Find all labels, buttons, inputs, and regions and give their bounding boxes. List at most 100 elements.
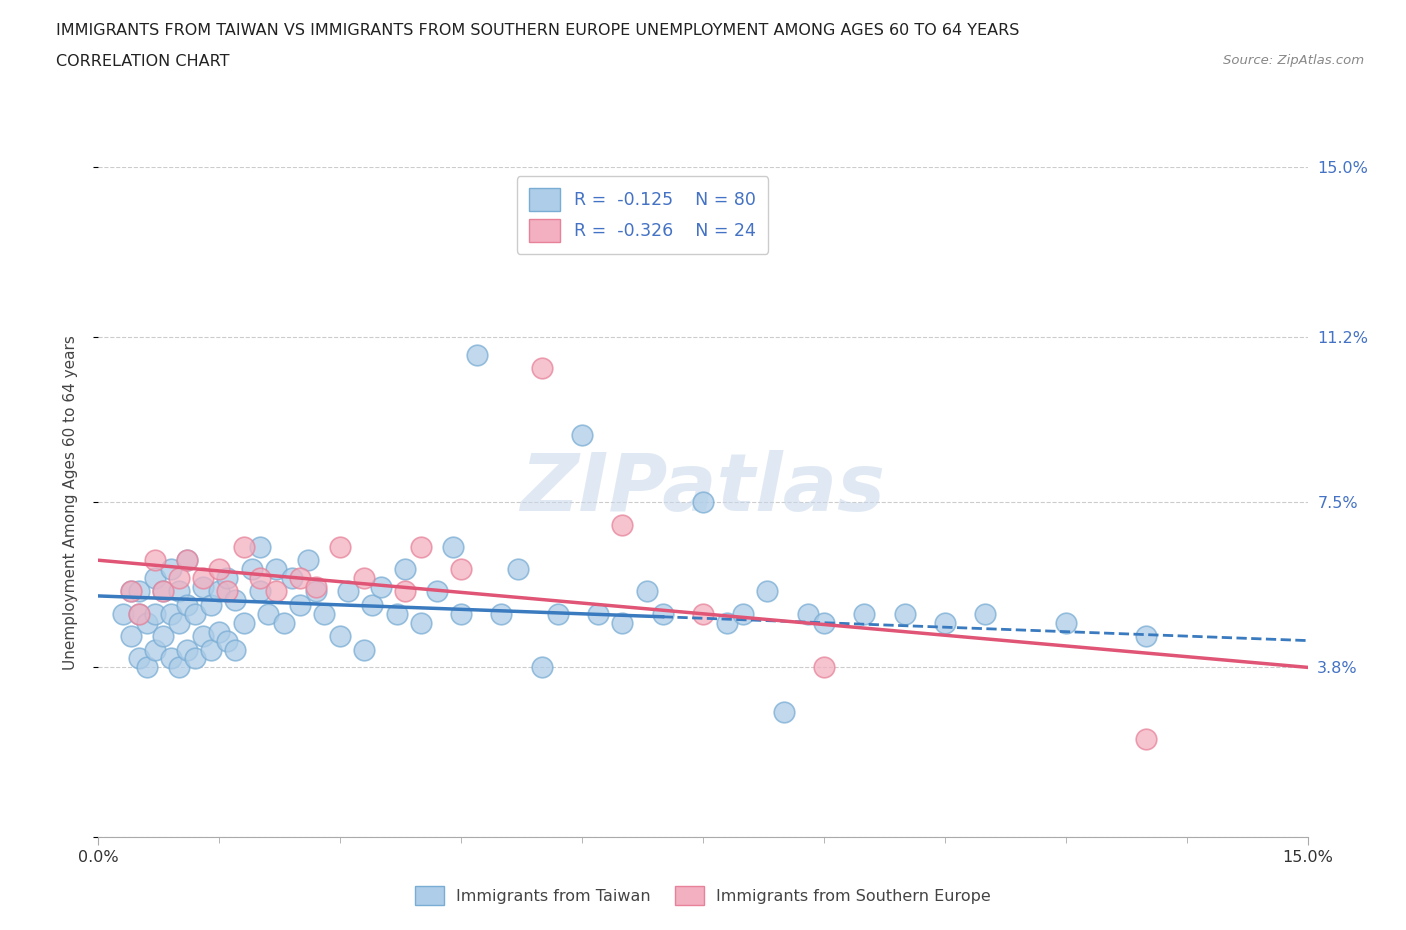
Point — [143, 606, 166, 621]
Point — [200, 642, 222, 657]
Point — [409, 616, 432, 631]
Point — [385, 606, 408, 621]
Legend: R =  -0.125    N = 80, R =  -0.326    N = 24: R = -0.125 N = 80, R = -0.326 N = 24 — [517, 176, 768, 254]
Point — [224, 642, 246, 657]
Point — [772, 705, 794, 720]
Point — [193, 579, 215, 594]
Point — [273, 616, 295, 631]
Point — [450, 606, 472, 621]
Point — [370, 579, 392, 594]
Point — [167, 584, 190, 599]
Point — [612, 517, 634, 532]
Text: IMMIGRANTS FROM TAIWAN VS IMMIGRANTS FROM SOUTHERN EUROPE UNEMPLOYMENT AMONG AGE: IMMIGRANTS FROM TAIWAN VS IMMIGRANTS FRO… — [56, 23, 1019, 38]
Point — [692, 606, 714, 621]
Point — [240, 562, 263, 577]
Point — [934, 616, 956, 631]
Point — [135, 616, 157, 631]
Point — [314, 606, 336, 621]
Point — [547, 606, 569, 621]
Point — [128, 606, 150, 621]
Point — [135, 660, 157, 675]
Point — [249, 584, 271, 599]
Point — [426, 584, 449, 599]
Point — [353, 642, 375, 657]
Text: ZIPatlas: ZIPatlas — [520, 450, 886, 528]
Point — [176, 552, 198, 567]
Point — [120, 584, 142, 599]
Point — [853, 606, 876, 621]
Point — [176, 552, 198, 567]
Point — [128, 584, 150, 599]
Y-axis label: Unemployment Among Ages 60 to 64 years: Unemployment Among Ages 60 to 64 years — [63, 335, 77, 670]
Point — [152, 584, 174, 599]
Point — [409, 539, 432, 554]
Point — [143, 571, 166, 586]
Point — [394, 562, 416, 577]
Point — [571, 428, 593, 443]
Point — [756, 584, 779, 599]
Point — [143, 552, 166, 567]
Point — [394, 584, 416, 599]
Point — [184, 651, 207, 666]
Point — [1135, 629, 1157, 644]
Point — [506, 562, 529, 577]
Point — [167, 616, 190, 631]
Point — [143, 642, 166, 657]
Point — [329, 629, 352, 644]
Point — [733, 606, 755, 621]
Point — [128, 651, 150, 666]
Point — [491, 606, 513, 621]
Point — [974, 606, 997, 621]
Point — [813, 616, 835, 631]
Point — [305, 579, 328, 594]
Point — [128, 606, 150, 621]
Point — [120, 584, 142, 599]
Point — [249, 571, 271, 586]
Point — [193, 571, 215, 586]
Point — [813, 660, 835, 675]
Point — [232, 539, 254, 554]
Text: Source: ZipAtlas.com: Source: ZipAtlas.com — [1223, 54, 1364, 67]
Point — [297, 552, 319, 567]
Point — [232, 616, 254, 631]
Point — [530, 660, 553, 675]
Point — [176, 642, 198, 657]
Point — [217, 633, 239, 648]
Point — [224, 593, 246, 608]
Point — [111, 606, 134, 621]
Point — [152, 629, 174, 644]
Point — [160, 562, 183, 577]
Point — [288, 597, 311, 612]
Point — [288, 571, 311, 586]
Point — [176, 597, 198, 612]
Point — [1054, 616, 1077, 631]
Point — [361, 597, 384, 612]
Point — [612, 616, 634, 631]
Point — [636, 584, 658, 599]
Point — [264, 562, 287, 577]
Point — [167, 571, 190, 586]
Point — [217, 571, 239, 586]
Point — [167, 660, 190, 675]
Point — [208, 624, 231, 639]
Legend: Immigrants from Taiwan, Immigrants from Southern Europe: Immigrants from Taiwan, Immigrants from … — [406, 878, 1000, 912]
Point — [651, 606, 673, 621]
Point — [217, 584, 239, 599]
Point — [450, 562, 472, 577]
Point — [200, 597, 222, 612]
Point — [716, 616, 738, 631]
Point — [120, 629, 142, 644]
Point — [305, 584, 328, 599]
Point — [1135, 731, 1157, 746]
Point — [256, 606, 278, 621]
Point — [465, 348, 488, 363]
Point — [193, 629, 215, 644]
Point — [264, 584, 287, 599]
Point — [797, 606, 820, 621]
Point — [692, 495, 714, 510]
Text: CORRELATION CHART: CORRELATION CHART — [56, 54, 229, 69]
Point — [441, 539, 464, 554]
Point — [208, 584, 231, 599]
Point — [586, 606, 609, 621]
Point — [329, 539, 352, 554]
